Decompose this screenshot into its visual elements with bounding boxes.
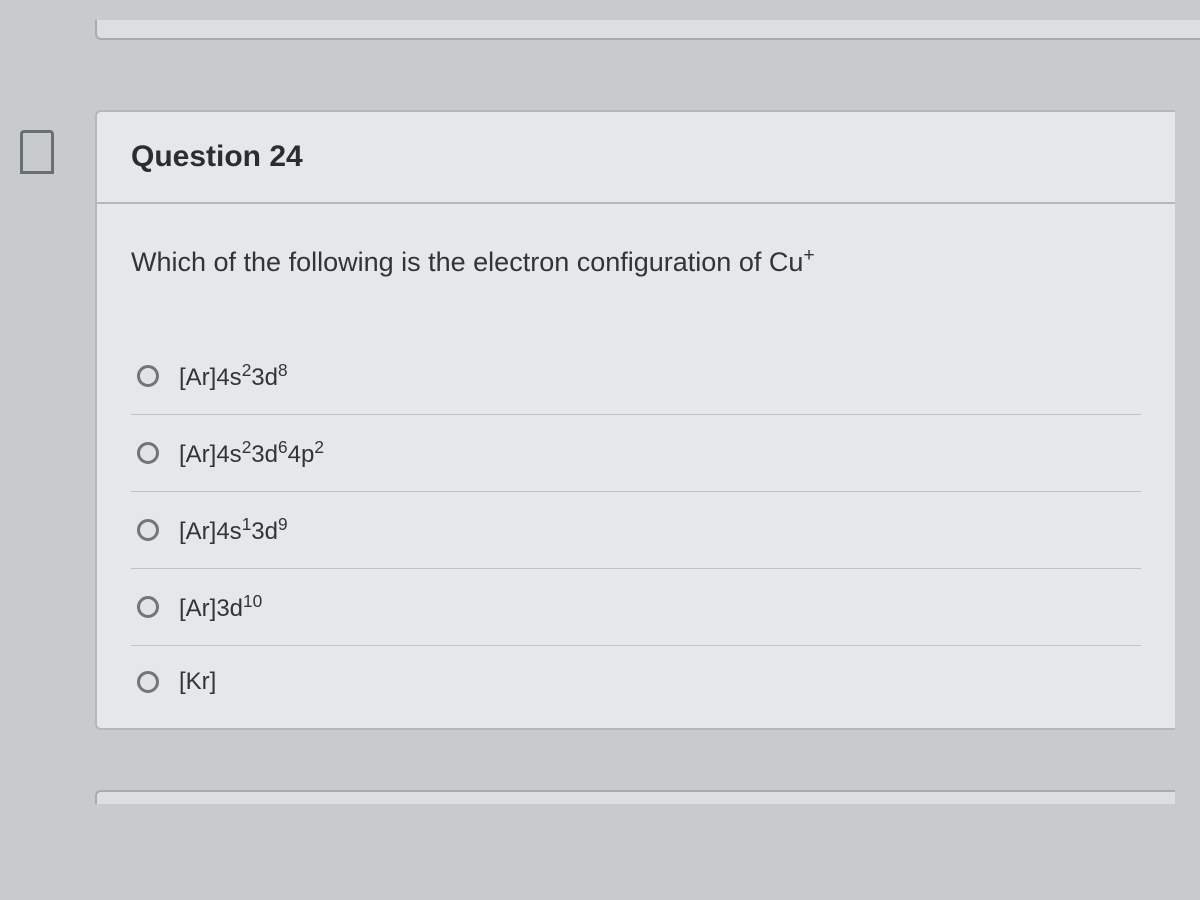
bookmark-icon[interactable]: [20, 130, 54, 174]
radio-icon[interactable]: [137, 442, 159, 464]
radio-icon[interactable]: [137, 596, 159, 618]
radio-icon[interactable]: [137, 365, 159, 387]
next-card-top-edge: [95, 790, 1175, 804]
question-title: Question 24: [131, 140, 1141, 174]
question-header: Question 24: [97, 112, 1175, 204]
option-row[interactable]: [Ar]3d10: [131, 568, 1141, 645]
option-label: [Kr]: [179, 668, 216, 696]
question-body: Which of the following is the electron c…: [97, 204, 1175, 728]
option-row[interactable]: [Ar]4s13d9: [131, 491, 1141, 568]
question-card: Question 24 Which of the following is th…: [95, 110, 1175, 730]
previous-card-bottom-edge: [95, 20, 1200, 40]
option-label: [Ar]4s13d9: [179, 514, 288, 546]
option-row[interactable]: [Kr]: [131, 645, 1141, 718]
options-list: [Ar]4s23d8 [Ar]4s23d64p2 [Ar]4s13d9 [Ar]…: [131, 338, 1141, 718]
option-label: [Ar]4s23d8: [179, 360, 288, 392]
radio-icon[interactable]: [137, 671, 159, 693]
option-label: [Ar]3d10: [179, 591, 262, 623]
option-row[interactable]: [Ar]4s23d64p2: [131, 414, 1141, 491]
question-prompt: Which of the following is the electron c…: [131, 244, 1141, 278]
radio-icon[interactable]: [137, 519, 159, 541]
option-label: [Ar]4s23d64p2: [179, 437, 324, 469]
option-row[interactable]: [Ar]4s23d8: [131, 338, 1141, 414]
